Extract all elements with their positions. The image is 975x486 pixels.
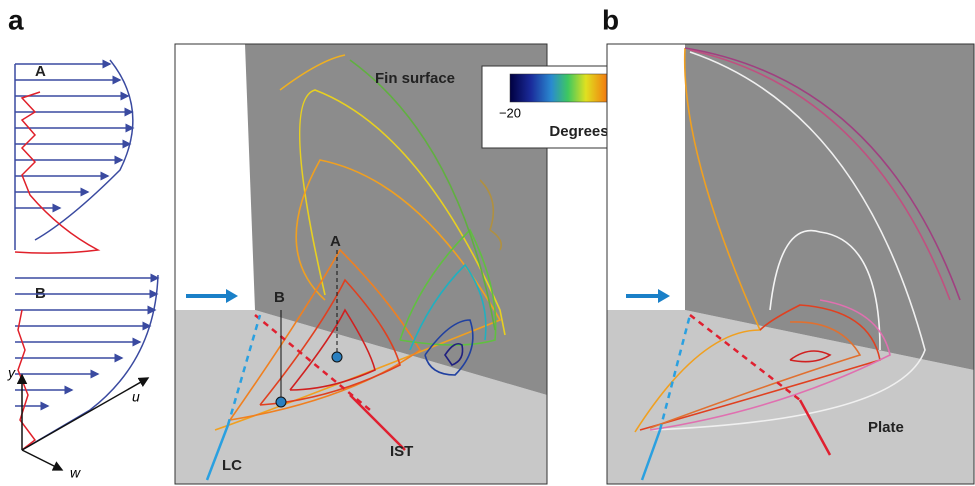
- axis-label: w: [70, 465, 81, 481]
- colorbar-min: −20: [499, 105, 521, 120]
- ist-label: IST: [390, 443, 413, 460]
- marker-label: A: [330, 233, 341, 250]
- profile-label: A: [35, 63, 46, 80]
- panel-label: a: [8, 4, 24, 35]
- lc-label: LC: [222, 457, 242, 474]
- panel-label: b: [602, 4, 619, 35]
- plate-label: Plate: [868, 419, 904, 436]
- axis-label: u: [132, 389, 140, 405]
- colorbar-title: Degrees: [549, 123, 608, 140]
- figure: a b A B y u w: [0, 0, 975, 486]
- profile-b: B y u w: [7, 275, 158, 481]
- marker-label: B: [274, 289, 285, 306]
- panel-b-view: Plate: [607, 44, 974, 484]
- profile-a: A: [15, 60, 133, 253]
- fin-label: Fin surface: [375, 70, 455, 87]
- axis-label: y: [7, 365, 16, 381]
